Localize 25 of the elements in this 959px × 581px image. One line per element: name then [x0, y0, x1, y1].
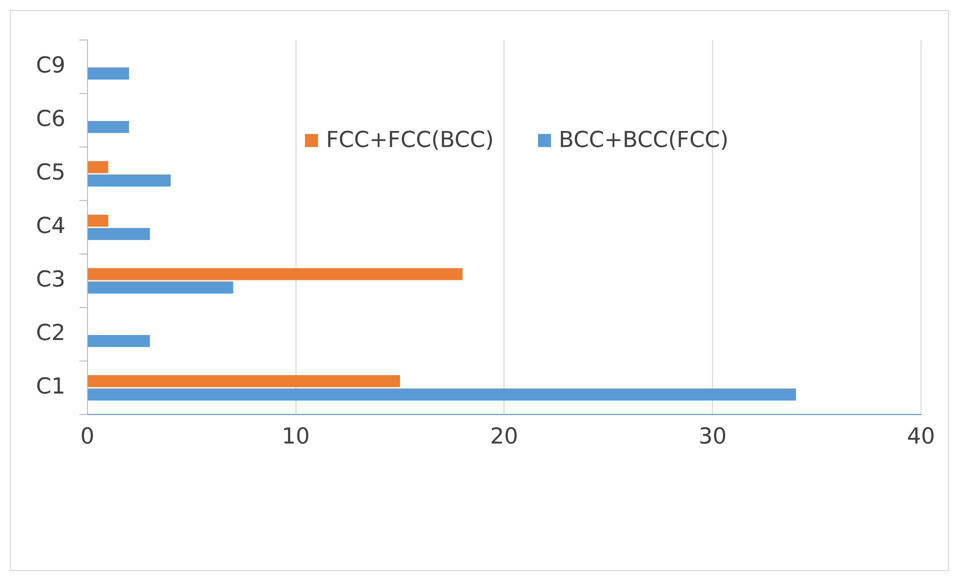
bar [88, 67, 130, 80]
x-tick-label: 30 [698, 424, 727, 450]
legend-label: FCC+FCC(BCC) [326, 128, 494, 153]
bar [88, 375, 400, 388]
y-tick-label: C1 [36, 374, 66, 400]
bar [88, 161, 108, 174]
y-tick-label: C4 [36, 214, 66, 240]
y-tick-label: C5 [36, 160, 66, 186]
x-tick-label: 40 [907, 424, 935, 450]
y-tick-label: C2 [36, 321, 66, 346]
bar [88, 214, 108, 227]
legend-label: BCC+BCC(FCC) [558, 128, 729, 153]
y-tick-label: C9 [36, 53, 66, 78]
bar [88, 281, 234, 294]
bar [88, 174, 171, 186]
bar [88, 228, 150, 240]
x-tick-label: 20 [490, 424, 518, 450]
bar [88, 120, 130, 133]
x-tick-label: 10 [282, 424, 310, 450]
bar [88, 268, 462, 280]
bar [88, 335, 150, 348]
bar [88, 388, 796, 401]
y-tick-label: C3 [36, 268, 66, 293]
x-tick-label: 0 [80, 424, 94, 450]
y-tick-label: C6 [36, 106, 66, 132]
